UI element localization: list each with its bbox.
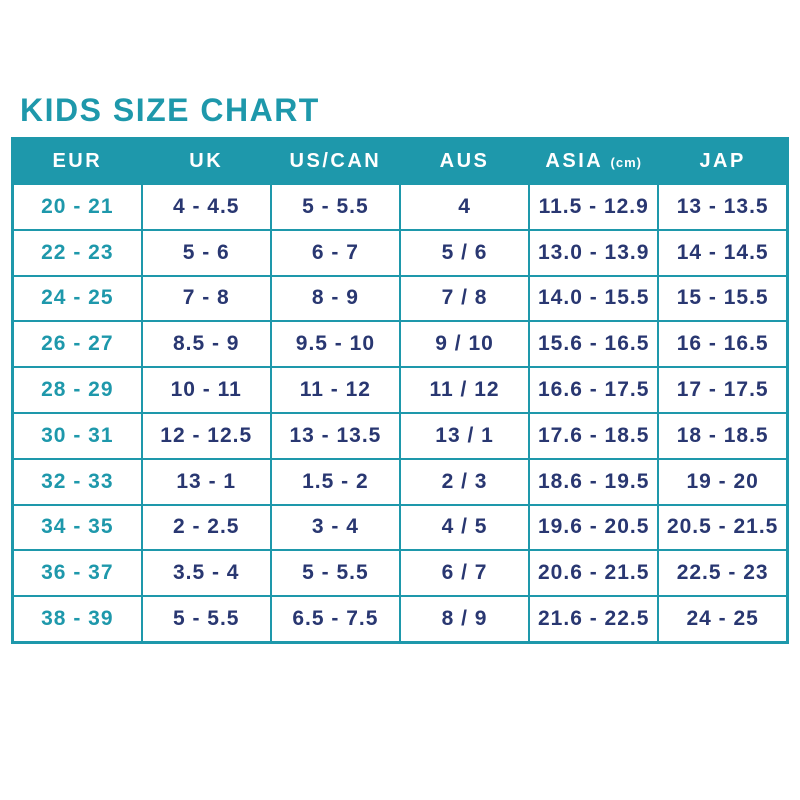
cell-us-can: 13 - 13.5 xyxy=(269,411,401,460)
cell-asia: 16.6 - 17.5 xyxy=(528,366,660,414)
header-jap: JAP xyxy=(657,137,789,185)
cell-asia: 15.6 - 16.5 xyxy=(528,320,660,369)
cell-us-can: 5 - 5.5 xyxy=(269,549,401,598)
cell-eur: 24 - 25 xyxy=(11,274,143,323)
header-asia: ASIA (cm) xyxy=(528,137,660,185)
cell-us-can: 11 - 12 xyxy=(269,366,401,414)
cell-jap: 14 - 14.5 xyxy=(657,228,789,277)
cell-jap: 13 - 13.5 xyxy=(657,183,789,231)
cell-jap: 19 - 20 xyxy=(657,457,789,506)
page-title: KIDS SIZE CHART xyxy=(20,92,320,128)
cell-aus: 4 xyxy=(398,183,531,231)
cell-eur: 38 - 39 xyxy=(11,595,143,644)
cell-asia: 13.0 - 13.9 xyxy=(528,228,660,277)
cell-aus: 4 / 5 xyxy=(398,503,531,552)
cell-asia: 19.6 - 20.5 xyxy=(528,503,660,552)
cell-us-can: 9.5 - 10 xyxy=(269,320,401,369)
cell-jap: 22.5 - 23 xyxy=(657,549,789,598)
cell-aus: 13 / 1 xyxy=(398,411,531,460)
cell-eur: 32 - 33 xyxy=(11,457,143,506)
header-uk: UK xyxy=(140,137,272,185)
cell-asia: 17.6 - 18.5 xyxy=(528,411,660,460)
table-row: 32 - 33 13 - 1 1.5 - 2 2 / 3 18.6 - 19.5… xyxy=(11,457,789,506)
cell-jap: 17 - 17.5 xyxy=(657,366,789,414)
cell-aus: 9 / 10 xyxy=(398,320,531,369)
cell-eur: 30 - 31 xyxy=(11,411,143,460)
cell-us-can: 5 - 5.5 xyxy=(269,183,401,231)
table-row: 26 - 27 8.5 - 9 9.5 - 10 9 / 10 15.6 - 1… xyxy=(11,320,789,369)
cell-uk: 5 - 6 xyxy=(140,228,272,277)
cell-aus: 5 / 6 xyxy=(398,228,531,277)
cell-asia: 14.0 - 15.5 xyxy=(528,274,660,323)
table-row: 36 - 37 3.5 - 4 5 - 5.5 6 / 7 20.6 - 21.… xyxy=(11,549,789,598)
cell-uk: 3.5 - 4 xyxy=(140,549,272,598)
cell-uk: 5 - 5.5 xyxy=(140,595,272,644)
cell-us-can: 8 - 9 xyxy=(269,274,401,323)
cell-aus: 11 / 12 xyxy=(398,366,531,414)
cell-aus: 2 / 3 xyxy=(398,457,531,506)
header-asia-unit: (cm) xyxy=(610,155,642,170)
cell-uk: 13 - 1 xyxy=(140,457,272,506)
cell-us-can: 6.5 - 7.5 xyxy=(269,595,401,644)
cell-jap: 16 - 16.5 xyxy=(657,320,789,369)
cell-eur: 22 - 23 xyxy=(11,228,143,277)
cell-uk: 8.5 - 9 xyxy=(140,320,272,369)
header-aus: AUS xyxy=(398,137,531,185)
cell-eur: 34 - 35 xyxy=(11,503,143,552)
cell-eur: 28 - 29 xyxy=(11,366,143,414)
header-eur: EUR xyxy=(11,137,143,185)
cell-us-can: 1.5 - 2 xyxy=(269,457,401,506)
cell-asia: 20.6 - 21.5 xyxy=(528,549,660,598)
cell-eur: 26 - 27 xyxy=(11,320,143,369)
cell-eur: 36 - 37 xyxy=(11,549,143,598)
cell-jap: 24 - 25 xyxy=(657,595,789,644)
table-row: 24 - 25 7 - 8 8 - 9 7 / 8 14.0 - 15.5 15… xyxy=(11,274,789,323)
table-row: 22 - 23 5 - 6 6 - 7 5 / 6 13.0 - 13.9 14… xyxy=(11,228,789,277)
kids-size-table: EUR UK US/CAN AUS ASIA (cm) JAP 20 - 21 … xyxy=(11,137,789,644)
cell-us-can: 3 - 4 xyxy=(269,503,401,552)
cell-uk: 10 - 11 xyxy=(140,366,272,414)
cell-aus: 7 / 8 xyxy=(398,274,531,323)
header-us-can: US/CAN xyxy=(269,137,401,185)
cell-asia: 11.5 - 12.9 xyxy=(528,183,660,231)
cell-us-can: 6 - 7 xyxy=(269,228,401,277)
table-header-row: EUR UK US/CAN AUS ASIA (cm) JAP xyxy=(11,137,789,185)
table-row: 38 - 39 5 - 5.5 6.5 - 7.5 8 / 9 21.6 - 2… xyxy=(11,595,789,644)
cell-asia: 21.6 - 22.5 xyxy=(528,595,660,644)
cell-jap: 18 - 18.5 xyxy=(657,411,789,460)
cell-uk: 4 - 4.5 xyxy=(140,183,272,231)
cell-jap: 20.5 - 21.5 xyxy=(657,503,789,552)
cell-uk: 2 - 2.5 xyxy=(140,503,272,552)
table-row: 20 - 21 4 - 4.5 5 - 5.5 4 11.5 - 12.9 13… xyxy=(11,183,789,231)
table-row: 34 - 35 2 - 2.5 3 - 4 4 / 5 19.6 - 20.5 … xyxy=(11,503,789,552)
table-row: 28 - 29 10 - 11 11 - 12 11 / 12 16.6 - 1… xyxy=(11,366,789,414)
cell-uk: 7 - 8 xyxy=(140,274,272,323)
cell-asia: 18.6 - 19.5 xyxy=(528,457,660,506)
cell-uk: 12 - 12.5 xyxy=(140,411,272,460)
cell-aus: 8 / 9 xyxy=(398,595,531,644)
table-row: 30 - 31 12 - 12.5 13 - 13.5 13 / 1 17.6 … xyxy=(11,411,789,460)
cell-eur: 20 - 21 xyxy=(11,183,143,231)
cell-jap: 15 - 15.5 xyxy=(657,274,789,323)
cell-aus: 6 / 7 xyxy=(398,549,531,598)
